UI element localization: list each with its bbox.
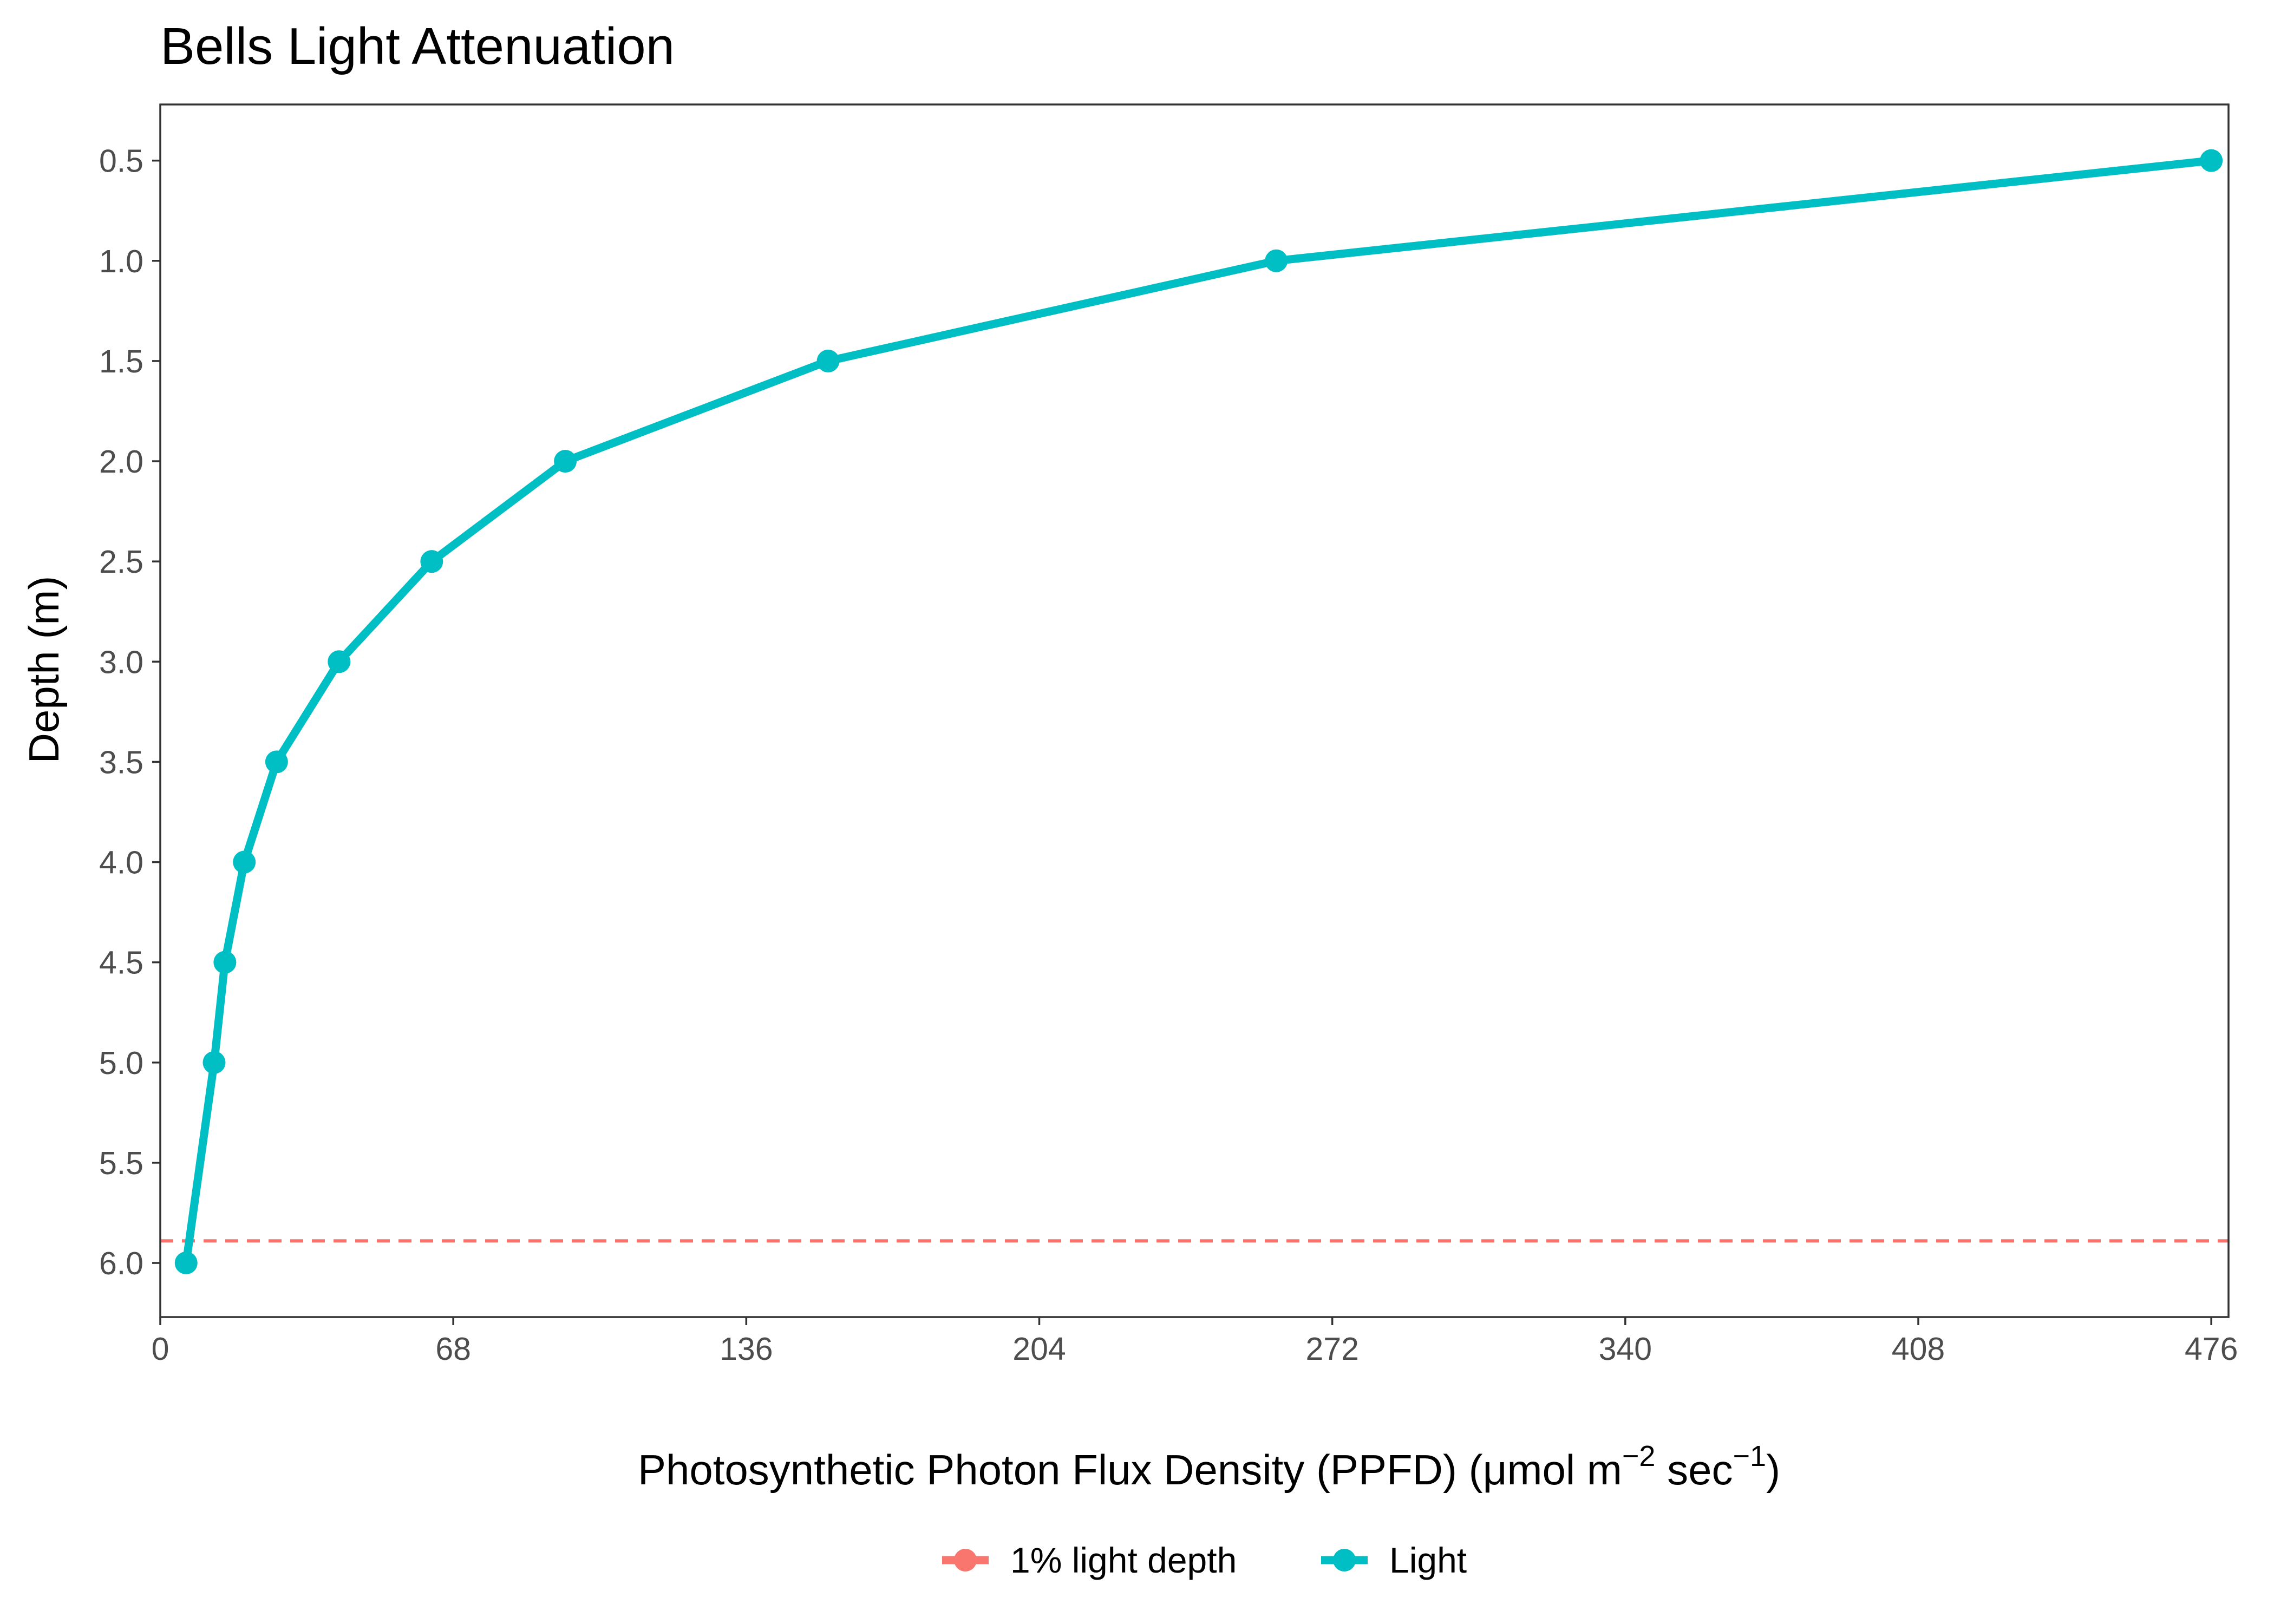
legend-label: Light xyxy=(1389,1540,1467,1580)
y-tick-label: 1.5 xyxy=(99,344,143,379)
y-tick-label: 1.0 xyxy=(99,244,143,279)
panel-background xyxy=(160,104,2229,1317)
x-tick-label: 476 xyxy=(2185,1331,2238,1367)
y-tick-label: 2.5 xyxy=(99,544,143,580)
data-point xyxy=(328,650,351,673)
legend-key-point xyxy=(1333,1549,1356,1571)
y-tick-label: 4.5 xyxy=(99,945,143,981)
x-axis-title-end: ) xyxy=(1766,1446,1780,1494)
data-point xyxy=(420,550,443,573)
data-point xyxy=(265,750,288,774)
legend-key-point xyxy=(954,1549,977,1571)
y-tick-label: 0.5 xyxy=(99,143,143,179)
y-tick-label: 2.0 xyxy=(99,444,143,480)
x-axis-title-sup1: −2 xyxy=(1622,1440,1656,1472)
y-tick-label: 5.0 xyxy=(99,1045,143,1081)
data-point xyxy=(2200,149,2223,172)
x-tick-label: 136 xyxy=(720,1331,773,1367)
x-axis-title-main: Photosynthetic Photon Flux Density (PPFD… xyxy=(638,1446,1622,1494)
legend-label: 1% light depth xyxy=(1010,1540,1237,1580)
y-tick-label: 4.0 xyxy=(99,845,143,881)
data-point xyxy=(174,1252,198,1275)
x-axis-title-mid: sec xyxy=(1655,1446,1733,1494)
x-tick-label: 408 xyxy=(1892,1331,1945,1367)
x-tick-label: 68 xyxy=(435,1331,471,1367)
data-point xyxy=(233,850,256,874)
data-point xyxy=(202,1051,226,1074)
legend: 1% light depth Light xyxy=(942,1540,1467,1580)
data-point xyxy=(816,349,840,372)
chart-title: Bells Light Attenuation xyxy=(160,17,675,75)
x-axis-title-sup2: −1 xyxy=(1733,1440,1766,1472)
data-point xyxy=(1265,249,1288,272)
data-point xyxy=(213,951,237,974)
x-tick-label: 340 xyxy=(1599,1331,1652,1367)
plot-area: 0 68 136 204 272 340 408 476 0.5 1.0 1.5 2.0 2.5 3.0 3… xyxy=(99,103,2238,1367)
x-tick-label: 204 xyxy=(1012,1331,1066,1367)
x-tick-label: 0 xyxy=(152,1331,169,1367)
y-tick-label: 3.5 xyxy=(99,744,143,780)
x-axis-title: Photosynthetic Photon Flux Density (PPFD… xyxy=(638,1440,1780,1494)
y-tick-label: 3.0 xyxy=(99,644,143,680)
y-tick-label: 5.5 xyxy=(99,1145,143,1181)
x-tick-label: 272 xyxy=(1305,1331,1358,1367)
y-axis-title: Depth (m) xyxy=(20,576,68,764)
panel-border xyxy=(159,103,2230,1318)
y-tick-label: 6.0 xyxy=(99,1246,143,1281)
data-point xyxy=(554,450,577,473)
